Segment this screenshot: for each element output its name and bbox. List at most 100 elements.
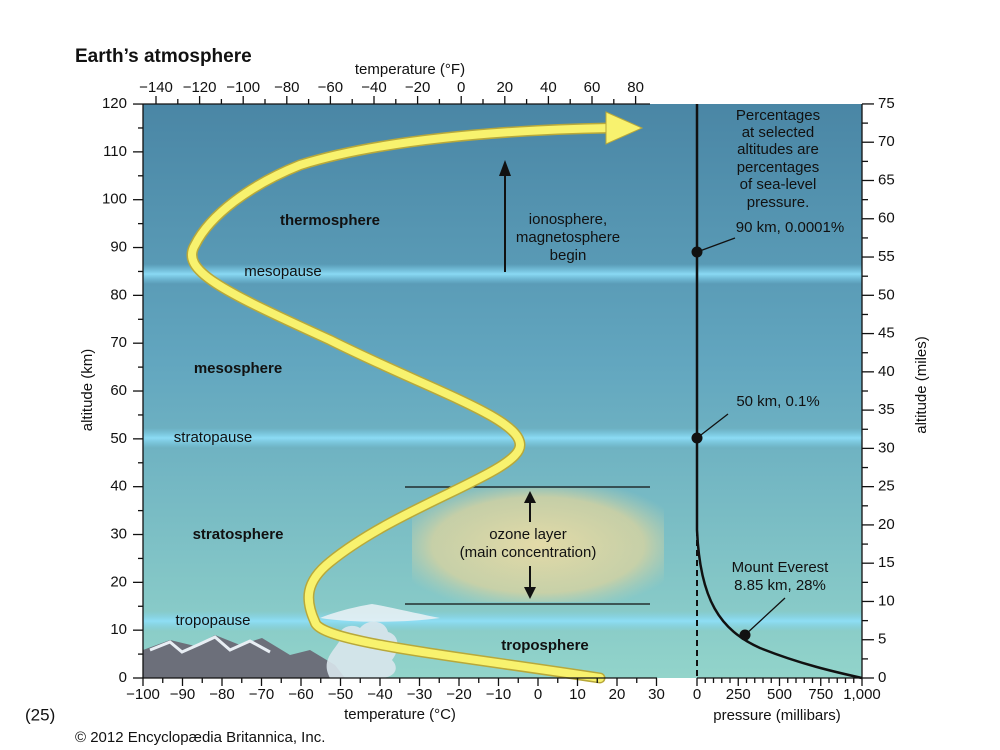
annotation: percentages xyxy=(737,159,820,176)
pressure-curve xyxy=(695,104,863,680)
x-tick-label: 20 xyxy=(609,686,626,703)
y-tick-label: 10 xyxy=(110,621,127,638)
axis-title: temperature (°F) xyxy=(355,61,465,78)
annotation: magnetosphere xyxy=(516,229,620,246)
annotation: 50 km, 0.1% xyxy=(736,393,819,410)
layer-label: stratopause xyxy=(174,429,252,446)
x-tick-label: −100 xyxy=(126,686,160,703)
annotation: Mount Everest xyxy=(732,559,830,576)
axis-title: temperature (°C) xyxy=(344,706,456,723)
ozone-arrowhead-down xyxy=(524,587,536,599)
annotation: 90 km, 0.0001% xyxy=(736,219,844,236)
annotation: ionosphere, xyxy=(529,211,607,228)
leader-90km xyxy=(696,237,736,253)
y2-tick-label: 50 xyxy=(878,286,895,303)
x2-tick-label: −80 xyxy=(274,79,299,96)
cloud-anvil xyxy=(320,604,440,622)
mesopause-band xyxy=(143,264,862,284)
annotation: pressure. xyxy=(747,194,810,211)
axis-title: pressure (millibars) xyxy=(713,707,841,724)
y2-tick-label: 20 xyxy=(878,516,895,533)
y2-tick-label: 0 xyxy=(878,669,886,686)
figure-number: (25) xyxy=(25,705,55,724)
y2-tick-label: 70 xyxy=(878,133,895,150)
leader-everest xyxy=(744,597,786,636)
y-tick-label: 70 xyxy=(110,334,127,351)
x-tick-label: 0 xyxy=(534,686,542,703)
pressure-tick-label: 750 xyxy=(808,686,833,703)
credit: © 2012 Encyclopædia Britannica, Inc. xyxy=(75,729,325,746)
stratopause-band xyxy=(143,428,862,448)
x-tick-label: −70 xyxy=(249,686,274,703)
x-tick-label: 10 xyxy=(569,686,586,703)
temperature-arrowhead xyxy=(605,111,644,145)
y-tick-label: 20 xyxy=(110,573,127,590)
x-tick-label: −60 xyxy=(288,686,313,703)
layer-label: tropopause xyxy=(175,612,250,629)
annotation: ozone layer xyxy=(489,526,567,543)
title: Earth’s atmosphere xyxy=(75,46,252,67)
y-tick-label: 80 xyxy=(110,286,127,303)
layer-label: mesopause xyxy=(244,263,322,280)
y2-tick-label: 5 xyxy=(878,631,886,648)
pressure-tick-label: 250 xyxy=(726,686,751,703)
layer-label: troposphere xyxy=(501,637,589,654)
axis-title: altitude (miles) xyxy=(913,336,930,434)
layer-label: stratosphere xyxy=(193,526,284,543)
pressure-tick-label: 1,000 xyxy=(843,686,881,703)
x-tick-label: −90 xyxy=(170,686,195,703)
y2-tick-label: 10 xyxy=(878,592,895,609)
y-tick-label: 120 xyxy=(102,95,127,112)
y2-tick-label: 45 xyxy=(878,325,895,342)
x2-tick-label: −20 xyxy=(405,79,430,96)
x2-tick-label: 80 xyxy=(627,79,644,96)
temperature-curve xyxy=(188,124,614,682)
annotation: at selected xyxy=(742,124,815,141)
y2-tick-label: 30 xyxy=(878,439,895,456)
y-tick-label: 100 xyxy=(102,191,127,208)
y-tick-label: 60 xyxy=(110,382,127,399)
layer-label: mesosphere xyxy=(194,360,282,377)
pressure-tick-label: 0 xyxy=(693,686,701,703)
mountain-snow xyxy=(149,635,271,654)
x2-tick-label: −120 xyxy=(183,79,217,96)
x-tick-label: −20 xyxy=(446,686,471,703)
axis-title: altitude (km) xyxy=(79,349,96,432)
annotation: altitudes are xyxy=(737,141,819,158)
y2-tick-label: 75 xyxy=(878,95,895,112)
annotation: begin xyxy=(550,247,587,264)
x2-tick-label: −60 xyxy=(318,79,343,96)
y2-tick-label: 40 xyxy=(878,363,895,380)
layer-label: thermosphere xyxy=(280,212,380,229)
x2-tick-label: −40 xyxy=(361,79,386,96)
y2-tick-label: 25 xyxy=(878,478,895,495)
y2-tick-label: 60 xyxy=(878,210,895,227)
x-tick-label: 30 xyxy=(648,686,665,703)
ionosphere-arrowhead xyxy=(499,160,511,176)
leader-50km xyxy=(696,413,729,439)
annotation: of sea-level xyxy=(740,176,817,193)
x2-tick-label: −140 xyxy=(139,79,173,96)
y-tick-label: 110 xyxy=(103,143,127,160)
y2-tick-label: 35 xyxy=(878,401,895,418)
y-tick-label: 50 xyxy=(110,430,127,447)
tropopause-band xyxy=(143,611,862,631)
x2-tick-label: 40 xyxy=(540,79,557,96)
x2-tick-label: 20 xyxy=(496,79,513,96)
x-tick-label: −50 xyxy=(328,686,353,703)
x-tick-label: −10 xyxy=(486,686,511,703)
annotation: Percentages xyxy=(736,107,820,124)
x-tick-label: −80 xyxy=(209,686,234,703)
y2-tick-label: 65 xyxy=(878,171,895,188)
x2-tick-label: 0 xyxy=(457,79,465,96)
y-tick-label: 90 xyxy=(110,238,127,255)
y-tick-label: 30 xyxy=(110,525,127,542)
x-tick-label: −30 xyxy=(407,686,432,703)
x2-tick-label: 60 xyxy=(584,79,601,96)
y-tick-label: 0 xyxy=(119,669,127,686)
ozone-arrowhead-up xyxy=(524,491,536,503)
ozone-layer xyxy=(412,488,664,602)
annotation: 8.85 km, 28% xyxy=(734,577,826,594)
pressure-tick-label: 500 xyxy=(767,686,792,703)
